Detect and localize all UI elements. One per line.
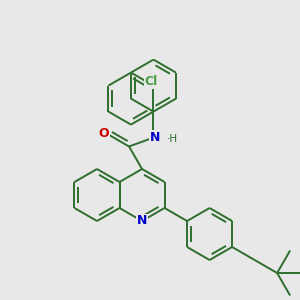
Text: O: O — [98, 127, 109, 140]
Text: N: N — [137, 214, 147, 227]
Text: Cl: Cl — [145, 75, 158, 88]
Text: ·H: ·H — [167, 134, 178, 144]
Text: N: N — [150, 131, 161, 144]
